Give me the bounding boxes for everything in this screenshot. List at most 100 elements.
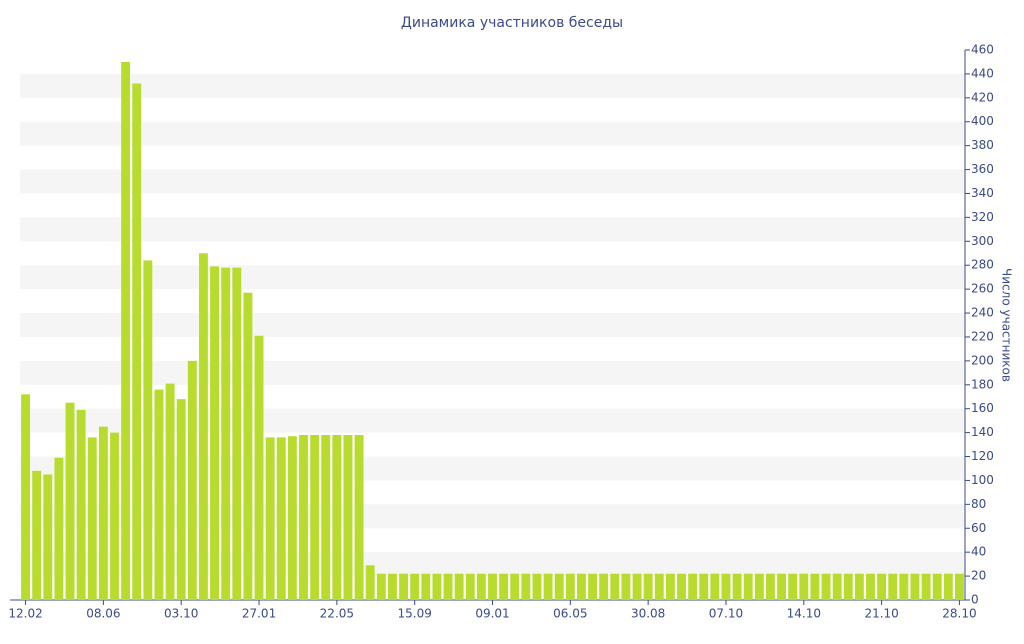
y-tick-label: 80 — [971, 497, 986, 511]
y-tick-label: 460 — [971, 43, 994, 57]
bar — [232, 267, 242, 600]
bar — [921, 573, 931, 600]
bar — [732, 573, 742, 600]
bar — [866, 573, 875, 600]
y-tick-label: 360 — [971, 162, 994, 176]
y-axis-label: Число участников — [1000, 268, 1014, 382]
y-tick-label: 420 — [971, 90, 994, 104]
bar — [877, 573, 887, 600]
bar — [265, 437, 275, 600]
bar — [899, 573, 909, 600]
y-tick-label: 220 — [971, 329, 994, 343]
bar — [299, 435, 308, 600]
bar — [532, 573, 542, 600]
bar — [521, 573, 531, 600]
bar — [543, 573, 553, 600]
bar — [699, 573, 709, 600]
y-tick-label: 380 — [971, 138, 994, 152]
bar — [154, 389, 164, 600]
y-tick-label: 160 — [971, 401, 994, 415]
bar — [632, 573, 642, 600]
x-tick-label: 07.10 — [709, 607, 743, 621]
bar — [754, 573, 764, 600]
bar — [588, 573, 598, 600]
bar — [54, 457, 64, 600]
bar — [321, 435, 331, 600]
y-tick-label: 100 — [971, 473, 994, 487]
grid-band — [20, 360, 965, 385]
x-tick-label: 09.01 — [475, 607, 509, 621]
bar — [777, 573, 787, 600]
bar — [932, 573, 942, 600]
grid-band — [20, 73, 965, 98]
y-tick-label: 300 — [971, 234, 994, 248]
bar — [810, 573, 820, 600]
bar — [399, 573, 409, 600]
bar — [565, 573, 575, 600]
bar — [665, 573, 675, 600]
bar — [832, 573, 842, 600]
bar — [276, 437, 286, 600]
y-tick-label: 260 — [971, 282, 994, 296]
y-tick-label: 440 — [971, 66, 994, 80]
bar — [176, 399, 186, 600]
bar — [610, 573, 620, 600]
bar — [76, 409, 86, 600]
bar — [243, 292, 253, 600]
x-tick-label: 14.10 — [787, 607, 821, 621]
bar — [87, 437, 97, 600]
bar — [443, 573, 453, 600]
y-tick-label: 280 — [971, 258, 994, 272]
bar — [198, 253, 208, 600]
bar — [688, 573, 698, 600]
bar — [365, 565, 375, 600]
bar — [499, 573, 509, 600]
bar — [488, 573, 497, 600]
y-tick-label: 180 — [971, 377, 994, 391]
bar — [287, 436, 297, 600]
bar — [743, 573, 753, 600]
bar — [954, 573, 964, 600]
y-tick-label: 240 — [971, 306, 994, 320]
bar — [410, 573, 420, 600]
y-tick-label: 200 — [971, 353, 994, 367]
bar — [354, 435, 364, 600]
x-tick-label: 27.01 — [242, 607, 276, 621]
bar — [310, 435, 320, 600]
bar — [187, 360, 197, 600]
y-tick-label: 20 — [971, 569, 986, 583]
y-tick-label: 40 — [971, 545, 986, 559]
x-tick-label: 03.10 — [164, 607, 198, 621]
bar — [710, 573, 720, 600]
bar — [788, 573, 798, 600]
bar — [643, 573, 653, 600]
bar — [143, 260, 153, 600]
y-tick-label: 400 — [971, 114, 994, 128]
bar — [110, 432, 119, 600]
bar — [221, 267, 231, 600]
bar — [910, 573, 920, 600]
bar — [465, 573, 475, 600]
bar — [332, 435, 342, 600]
bar — [32, 470, 42, 600]
bar — [654, 573, 664, 600]
bar — [843, 573, 853, 600]
bar — [387, 573, 397, 600]
grid-band — [20, 121, 965, 146]
bar — [765, 573, 775, 600]
bar — [721, 573, 731, 600]
bar — [121, 61, 131, 600]
y-tick-label: 120 — [971, 449, 994, 463]
chart-title: Динамика участников беседы — [401, 15, 623, 31]
grid-band — [20, 313, 965, 337]
bar — [98, 426, 108, 600]
bar — [599, 573, 609, 600]
bar — [254, 335, 264, 600]
x-tick-label: 15.09 — [397, 607, 431, 621]
bar — [432, 573, 442, 600]
x-tick-label: 08.06 — [86, 607, 120, 621]
bar — [621, 573, 631, 600]
bar — [677, 573, 686, 600]
bar — [132, 83, 142, 600]
